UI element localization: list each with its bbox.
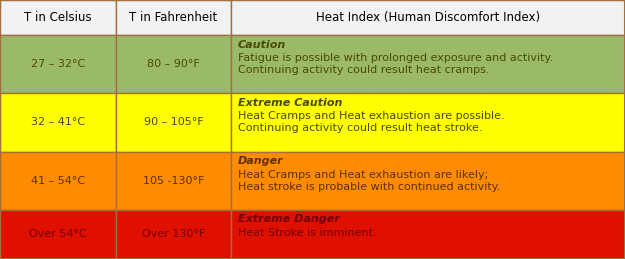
Text: 32 – 41°C: 32 – 41°C <box>31 117 85 127</box>
Bar <box>116 210 231 259</box>
Bar <box>116 0 231 35</box>
Bar <box>0 35 116 93</box>
Text: Heat Index (Human Discomfort Index): Heat Index (Human Discomfort Index) <box>316 11 540 24</box>
Text: Fatigue is possible with prolonged exposure and activity.: Fatigue is possible with prolonged expos… <box>238 53 552 63</box>
Text: Heat Cramps and Heat exhaustion are likely;: Heat Cramps and Heat exhaustion are like… <box>238 170 488 180</box>
Text: T in Celsius: T in Celsius <box>24 11 92 24</box>
Bar <box>231 152 625 210</box>
Bar <box>231 35 625 93</box>
Bar <box>231 210 625 259</box>
Bar <box>231 93 625 152</box>
Text: Over 130°F: Over 130°F <box>142 229 205 239</box>
Text: Extreme Danger: Extreme Danger <box>238 214 339 225</box>
Text: Heat stroke is probable with continued activity.: Heat stroke is probable with continued a… <box>238 182 500 192</box>
Text: Heat Cramps and Heat exhaustion are possible.: Heat Cramps and Heat exhaustion are poss… <box>238 111 504 121</box>
Bar <box>0 210 116 259</box>
Text: Danger: Danger <box>238 156 283 166</box>
Text: Extreme Caution: Extreme Caution <box>238 98 342 108</box>
Text: 41 – 54°C: 41 – 54°C <box>31 176 85 186</box>
Text: T in Fahrenheit: T in Fahrenheit <box>129 11 218 24</box>
Bar <box>116 93 231 152</box>
Bar <box>116 35 231 93</box>
Text: 105 -130°F: 105 -130°F <box>142 176 204 186</box>
Bar <box>231 0 625 35</box>
Text: 90 – 105°F: 90 – 105°F <box>144 117 203 127</box>
Text: Heat Stroke is imminent.: Heat Stroke is imminent. <box>238 228 376 238</box>
Bar <box>0 0 116 35</box>
Bar <box>0 152 116 210</box>
Text: Over 54°C: Over 54°C <box>29 229 87 239</box>
Text: Continuing activity could result heat cramps.: Continuing activity could result heat cr… <box>238 65 489 75</box>
Text: Continuing activity could result heat stroke.: Continuing activity could result heat st… <box>238 124 482 133</box>
Text: 27 – 32°C: 27 – 32°C <box>31 59 85 69</box>
Bar <box>0 93 116 152</box>
Text: 80 – 90°F: 80 – 90°F <box>147 59 200 69</box>
Text: Caution: Caution <box>238 40 286 50</box>
Bar <box>116 152 231 210</box>
